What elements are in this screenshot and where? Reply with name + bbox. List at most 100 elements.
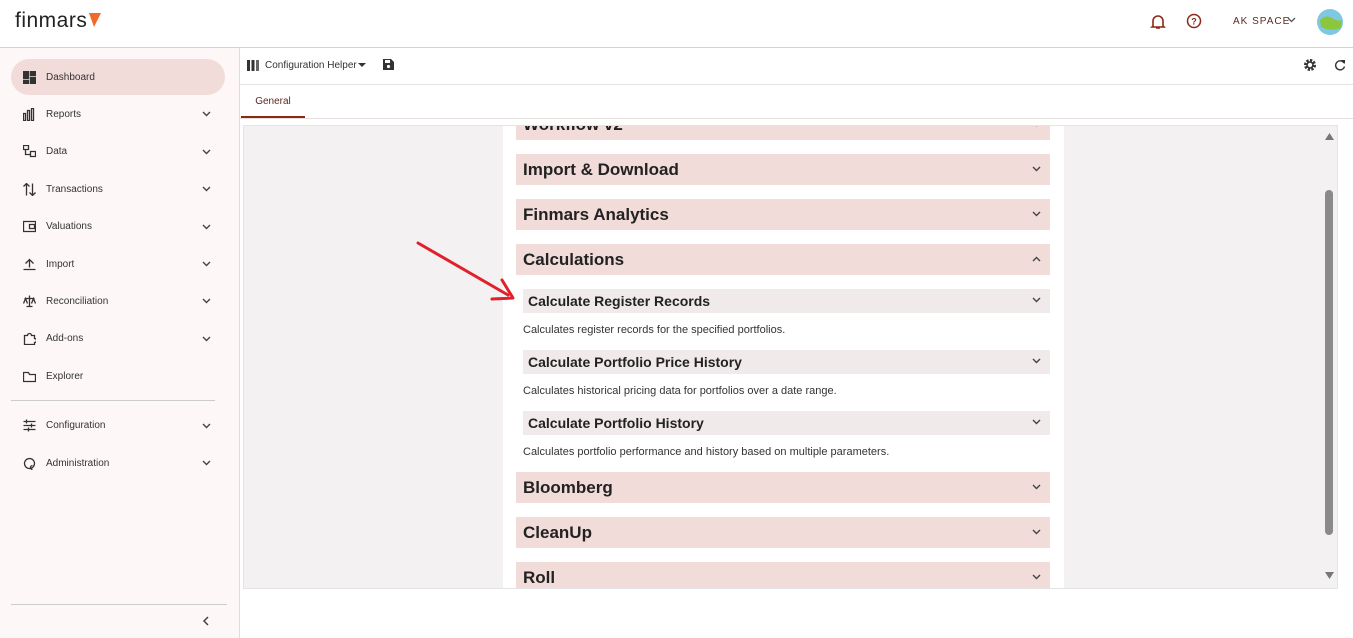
accordion-header[interactable]: Import & Download <box>516 154 1050 185</box>
nav-item[interactable]: Transactions <box>11 171 225 207</box>
save-icon[interactable] <box>383 59 394 70</box>
chevron <box>202 186 211 192</box>
nav-icon <box>23 333 36 346</box>
chevron-path <box>1032 211 1041 216</box>
avatar[interactable] <box>1316 8 1344 36</box>
chevron-path <box>1032 484 1041 489</box>
nav-item[interactable]: Configuration <box>11 408 225 444</box>
section-title: Calculations <box>523 249 625 269</box>
workspace-name[interactable]: AK SPACE <box>1233 16 1291 27</box>
icon-path <box>23 457 36 470</box>
bell-icon[interactable] <box>1150 13 1166 31</box>
dropdown-arrow[interactable] <box>358 63 366 68</box>
nav-icon <box>23 419 36 432</box>
accordion-header[interactable]: Finmars Analytics <box>516 199 1050 230</box>
chevron-path <box>202 298 211 304</box>
nav-label: Add-ons <box>46 333 84 345</box>
chevron-path <box>1032 358 1041 364</box>
svg-text:?: ? <box>1191 17 1197 27</box>
icon-path <box>23 145 36 158</box>
nav-item[interactable]: Add-ons <box>11 321 225 357</box>
settings-icon[interactable] <box>1303 58 1317 72</box>
toolbar-icon <box>247 60 259 71</box>
item-description: Calculates historical pricing data for p… <box>523 385 837 397</box>
chevron-path <box>202 460 211 466</box>
nav-label: Reports <box>46 108 82 120</box>
accordion-list: Workflow v2 Import & Download Finmars Anal… <box>516 126 1050 588</box>
refresh-icon[interactable] <box>1334 59 1346 71</box>
help-icon[interactable]: ? <box>1186 13 1202 29</box>
collapse-button[interactable] <box>202 616 210 626</box>
sub-accordion-header[interactable]: Calculate Register Records <box>523 289 1050 313</box>
chevron-path <box>202 149 211 155</box>
icon-path <box>23 258 36 270</box>
content-column: Workflow v2 Import & Download Finmars Anal… <box>503 126 1064 588</box>
chevron <box>1032 211 1041 216</box>
scrollbar[interactable] <box>1323 126 1336 588</box>
nav-icon <box>23 371 36 382</box>
icon-path <box>23 333 36 346</box>
tab[interactable]: General <box>241 85 305 118</box>
nav-item[interactable]: Valuations <box>11 209 225 245</box>
nav-item[interactable]: Reconciliation <box>11 283 225 319</box>
accordion-header[interactable]: Bloomberg <box>516 472 1050 503</box>
chevron-path <box>1032 256 1041 261</box>
logo[interactable]: finmars <box>15 9 88 32</box>
nav-label: Valuations <box>46 221 92 233</box>
sub-accordion-header[interactable]: Calculate Portfolio History <box>523 411 1050 435</box>
nav-label: Dashboard <box>46 71 95 83</box>
icon-path <box>23 70 36 84</box>
scroll-thumb[interactable] <box>1325 190 1333 535</box>
section-title: Import & Download <box>523 159 679 179</box>
chevron <box>202 261 211 267</box>
chevron <box>1032 297 1041 303</box>
nav-item[interactable]: Dashboard <box>11 59 225 95</box>
divider <box>11 400 215 401</box>
logo-mark <box>89 13 101 27</box>
icon-path <box>23 220 36 233</box>
chevron-path <box>1032 166 1041 171</box>
nav-icon <box>23 457 36 470</box>
nav-item[interactable]: Explorer <box>11 358 225 394</box>
chevron <box>1032 256 1041 261</box>
sub-accordion-header[interactable]: Calculate Portfolio Price History <box>523 350 1050 374</box>
chevron <box>1032 484 1041 489</box>
chevron-path <box>202 111 211 117</box>
accordion-header[interactable]: Workflow v2 <box>516 126 1050 140</box>
item-title: Calculate Portfolio History <box>528 415 704 431</box>
nav-label: Reconciliation <box>46 295 109 307</box>
chevron <box>202 460 211 466</box>
nav-item[interactable]: Import <box>11 246 225 282</box>
item-title: Calculate Portfolio Price History <box>528 354 742 370</box>
chevron <box>1032 529 1041 534</box>
chevron <box>202 111 211 117</box>
nav-label: Explorer <box>46 370 84 382</box>
section-title: CleanUp <box>523 522 592 542</box>
section-title: Finmars Analytics <box>523 204 669 224</box>
scroll-down[interactable] <box>1325 572 1334 579</box>
icon-path <box>23 419 36 432</box>
nav-item[interactable]: Reports <box>11 96 225 132</box>
nav-label: Configuration <box>46 420 106 432</box>
accordion-header[interactable]: Roll <box>516 562 1050 588</box>
scroll-up[interactable] <box>1325 133 1334 140</box>
nav-label: Administration <box>46 457 110 469</box>
accordion-header[interactable]: Calculations <box>516 244 1050 275</box>
accordion-header[interactable]: CleanUp <box>516 517 1050 548</box>
nav-icon <box>23 145 36 158</box>
chevron-path <box>1032 419 1041 425</box>
item-description: Calculates register records for the spec… <box>523 324 786 336</box>
content-panel: Workflow v2 Import & Download Finmars Anal… <box>243 125 1338 589</box>
chevron <box>1032 419 1041 425</box>
chevron <box>202 336 211 342</box>
toolbar: Configuration Helper <box>240 48 1353 85</box>
layout-selector[interactable]: Configuration Helper <box>265 60 357 71</box>
chevron <box>202 149 211 155</box>
nav-item[interactable]: Data <box>11 134 225 170</box>
nav-item[interactable]: Administration <box>11 445 225 481</box>
icon-path <box>23 295 36 308</box>
icon-path <box>23 182 36 196</box>
section-title: Workflow v2 <box>523 126 623 135</box>
chevron <box>202 423 211 429</box>
